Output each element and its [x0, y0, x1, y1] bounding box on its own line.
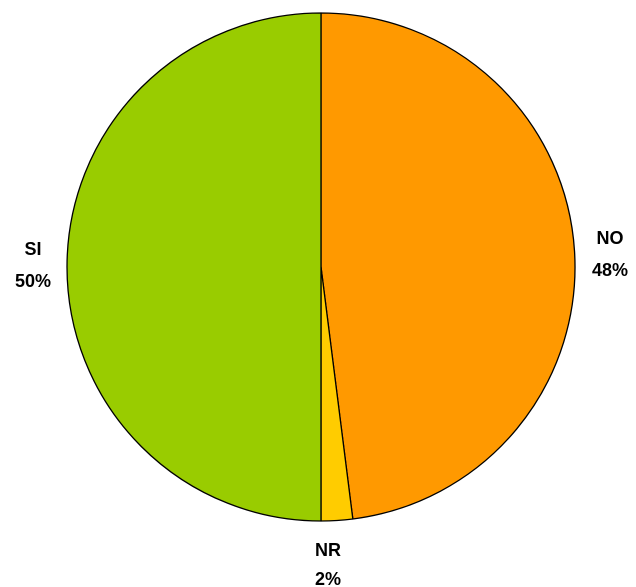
slice-label-no-value: 48% — [592, 260, 628, 280]
slice-label-nr-value: 2% — [315, 569, 341, 587]
pie-slice-si — [66, 12, 322, 522]
pie-slice-no — [320, 12, 576, 520]
slice-label-si-category: SI — [24, 239, 41, 259]
slice-label-no-category: NO — [597, 228, 624, 248]
pie-slices — [66, 12, 576, 522]
slice-label-nr-category: NR — [315, 540, 341, 560]
slice-label-si-value: 50% — [15, 271, 51, 291]
